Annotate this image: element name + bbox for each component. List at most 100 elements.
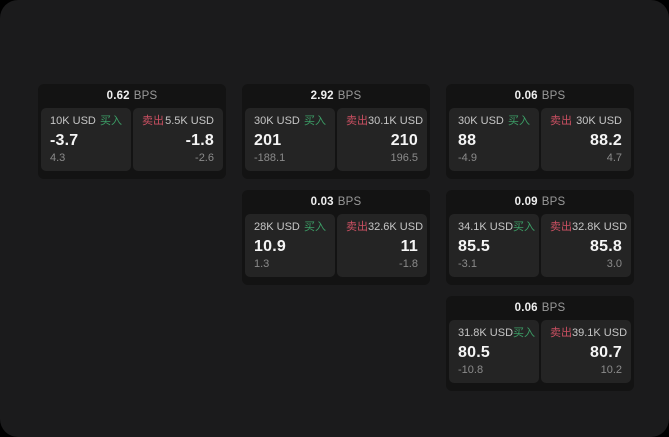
spread-bps-value: 0.09	[514, 196, 538, 208]
buy-change: -10.8	[458, 364, 484, 376]
buy-volume: 30K USD	[458, 115, 504, 127]
buy-change: -188.1	[254, 152, 286, 164]
buy-change: 1.3	[254, 258, 270, 270]
sell-change: 4.7	[606, 152, 622, 164]
buy-volume: 30K USD	[254, 115, 300, 127]
sell-price: 11	[400, 238, 418, 255]
bps-unit-label: BPS	[541, 90, 566, 102]
sell-volume: 5.5K USD	[165, 115, 214, 127]
sell-side-label: 卖出	[550, 115, 572, 127]
quote-panels: 34.1K USD 买入 85.5 -3.1 卖出 32.8K USD 85.8…	[449, 214, 631, 277]
buy-volume: 34.1K USD	[458, 221, 514, 233]
bps-unit-label: BPS	[541, 196, 566, 208]
sell-panel-top: 卖出 32.8K USD	[550, 221, 627, 234]
sell-change: 196.5	[390, 152, 418, 164]
sell-change: 3.0	[606, 258, 622, 270]
sell-panel-top: 卖出 39.1K USD	[550, 327, 627, 340]
sell-side-label: 卖出	[550, 221, 572, 233]
quote-card: 2.92 BPS 30K USD 买入 201 -188.1 卖出 30.1K …	[242, 84, 430, 179]
quote-panels: 30K USD 买入 201 -188.1 卖出 30.1K USD 210 1…	[245, 108, 427, 171]
buy-panel[interactable]: 34.1K USD 买入 85.5 -3.1	[449, 214, 539, 277]
quote-panels: 28K USD 买入 10.9 1.3 卖出 32.6K USD 11 -1.8	[245, 214, 427, 277]
spread-bps-value: 0.06	[514, 302, 538, 314]
sell-volume: 32.6K USD	[368, 221, 424, 233]
sell-panel[interactable]: 卖出 32.6K USD 11 -1.8	[337, 214, 427, 277]
buy-side-label: 买入	[304, 115, 326, 127]
spread-header: 0.03 BPS	[242, 190, 430, 214]
sell-panel[interactable]: 卖出 39.1K USD 80.7 10.2	[541, 320, 631, 383]
sell-side-label: 卖出	[346, 221, 368, 233]
bps-unit-label: BPS	[337, 196, 362, 208]
sell-side-label: 卖出	[550, 327, 572, 339]
spread-bps-value: 0.06	[514, 90, 538, 102]
buy-panel[interactable]: 31.8K USD 买入 80.5 -10.8	[449, 320, 539, 383]
sell-side-label: 卖出	[142, 115, 164, 127]
sell-price: 85.8	[590, 238, 622, 255]
buy-panel[interactable]: 30K USD 买入 201 -188.1	[245, 108, 335, 171]
bps-unit-label: BPS	[541, 302, 566, 314]
buy-panel-top: 34.1K USD 买入	[458, 221, 535, 234]
quote-card: 0.03 BPS 28K USD 买入 10.9 1.3 卖出 32.6K US…	[242, 190, 430, 285]
buy-change: 4.3	[50, 152, 66, 164]
sell-panel[interactable]: 卖出 32.8K USD 85.8 3.0	[541, 214, 631, 277]
spread-bps-value: 0.03	[310, 196, 334, 208]
buy-volume: 10K USD	[50, 115, 96, 127]
sell-change: -2.6	[195, 152, 214, 164]
quote-card: 0.62 BPS 10K USD 买入 -3.7 4.3 卖出 5.5K USD…	[38, 84, 226, 179]
buy-side-label: 买入	[508, 115, 530, 127]
buy-price: 88	[458, 132, 477, 149]
buy-panel-top: 30K USD 买入	[458, 115, 530, 128]
buy-side-label: 买入	[304, 221, 326, 233]
sell-panel-top: 卖出 5.5K USD	[142, 115, 214, 128]
spread-header: 0.06 BPS	[446, 84, 634, 108]
buy-price: 85.5	[458, 238, 490, 255]
spread-header: 0.62 BPS	[38, 84, 226, 108]
buy-panel[interactable]: 28K USD 买入 10.9 1.3	[245, 214, 335, 277]
buy-volume: 28K USD	[254, 221, 300, 233]
buy-price: 10.9	[254, 238, 286, 255]
quote-panels: 31.8K USD 买入 80.5 -10.8 卖出 39.1K USD 80.…	[449, 320, 631, 383]
spread-header: 0.09 BPS	[446, 190, 634, 214]
buy-side-label: 买入	[513, 327, 536, 339]
buy-change: -4.9	[458, 152, 477, 164]
buy-change: -3.1	[458, 258, 477, 270]
sell-price: 80.7	[590, 344, 622, 361]
buy-price: 80.5	[458, 344, 490, 361]
buy-side-label: 买入	[513, 221, 536, 233]
buy-panel[interactable]: 30K USD 买入 88 -4.9	[449, 108, 539, 171]
quote-card: 0.09 BPS 34.1K USD 买入 85.5 -3.1 卖出 32.8K…	[446, 190, 634, 285]
spread-bps-value: 2.92	[310, 90, 334, 102]
spread-header: 0.06 BPS	[446, 296, 634, 320]
buy-panel-top: 31.8K USD 买入	[458, 327, 535, 340]
sell-price: 210	[390, 132, 418, 149]
quote-card: 0.06 BPS 31.8K USD 买入 80.5 -10.8 卖出 39.1…	[446, 296, 634, 391]
buy-panel-top: 28K USD 买入	[254, 221, 326, 234]
sell-panel[interactable]: 卖出 30.1K USD 210 196.5	[337, 108, 427, 171]
spread-header: 2.92 BPS	[242, 84, 430, 108]
sell-panel[interactable]: 卖出 30K USD 88.2 4.7	[541, 108, 631, 171]
sell-volume: 30.1K USD	[368, 115, 424, 127]
sell-panel[interactable]: 卖出 5.5K USD -1.8 -2.6	[133, 108, 223, 171]
buy-panel[interactable]: 10K USD 买入 -3.7 4.3	[41, 108, 131, 171]
bps-unit-label: BPS	[133, 90, 158, 102]
sell-price: 88.2	[590, 132, 622, 149]
sell-price: -1.8	[185, 132, 214, 149]
spread-bps-value: 0.62	[106, 90, 130, 102]
bps-unit-label: BPS	[337, 90, 362, 102]
quote-panels: 10K USD 买入 -3.7 4.3 卖出 5.5K USD -1.8 -2.…	[41, 108, 223, 171]
sell-panel-top: 卖出 30K USD	[550, 115, 622, 128]
quote-card: 0.06 BPS 30K USD 买入 88 -4.9 卖出 30K USD 8…	[446, 84, 634, 179]
buy-price: 201	[254, 132, 282, 149]
sell-panel-top: 卖出 30.1K USD	[346, 115, 423, 128]
sell-side-label: 卖出	[346, 115, 368, 127]
sell-volume: 39.1K USD	[572, 327, 628, 339]
buy-volume: 31.8K USD	[458, 327, 514, 339]
buy-price: -3.7	[50, 132, 79, 149]
buy-side-label: 买入	[100, 115, 122, 127]
buy-panel-top: 30K USD 买入	[254, 115, 326, 128]
sell-volume: 32.8K USD	[572, 221, 628, 233]
quote-panels: 30K USD 买入 88 -4.9 卖出 30K USD 88.2 4.7	[449, 108, 631, 171]
sell-panel-top: 卖出 32.6K USD	[346, 221, 423, 234]
